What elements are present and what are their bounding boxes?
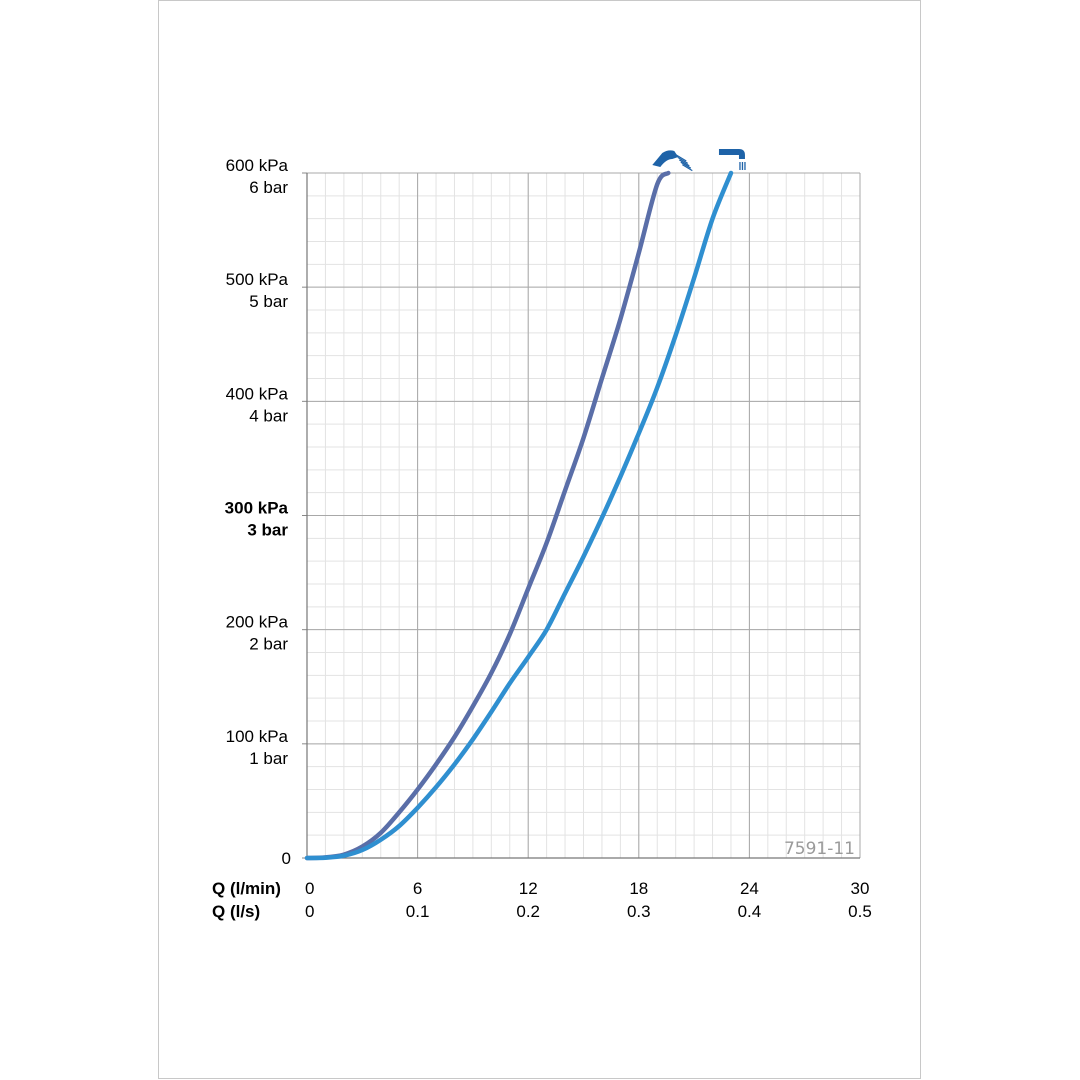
x-tick-label-lps: 0.5 [848, 902, 872, 921]
y-tick-label-kpa: 0 [282, 849, 291, 868]
y-tick-label-bar: 4 bar [249, 406, 288, 425]
x-tick-label-lps: 0.2 [516, 902, 540, 921]
series-line-tub [304, 170, 734, 861]
x-axis-title-lpm: Q (l/min) [212, 879, 281, 898]
major-grid [307, 172, 861, 858]
series-lines [304, 170, 734, 861]
x-tick-label-lps: 0.1 [406, 902, 430, 921]
axes [302, 172, 860, 859]
x-tick-label-lpm: 0 [305, 879, 314, 898]
y-tick-label-kpa: 600 kPa [226, 156, 289, 175]
x-tick-label-lpm: 18 [629, 879, 648, 898]
x-tick-label-lpm: 24 [740, 879, 759, 898]
x-tick-label-lpm: 30 [851, 879, 870, 898]
x-tick-label-lps: 0.4 [738, 902, 762, 921]
y-tick-label-kpa: 300 kPa [225, 499, 289, 518]
y-tick-label-bar: 5 bar [249, 292, 288, 311]
y-tick-label-bar: 6 bar [249, 178, 288, 197]
y-tick-label-kpa: 400 kPa [226, 384, 289, 403]
series-icons [652, 149, 746, 172]
y-tick-label-bar: 1 bar [249, 749, 288, 768]
y-tick-label-bar: 2 bar [249, 635, 288, 654]
y-tick-label-kpa: 200 kPa [226, 613, 289, 632]
x-tick-label-lps: 0.3 [627, 902, 651, 921]
figure-code: 7591-11 [784, 839, 855, 859]
y-tick-label-kpa: 100 kPa [226, 727, 289, 746]
x-tick-label-lpm: 6 [413, 879, 422, 898]
x-tick-label-lps: 0 [305, 902, 314, 921]
series-line-shower [304, 170, 671, 861]
y-tick-label-bar: 3 bar [247, 521, 288, 540]
axis-labels: 0 100 kPa 1 bar 200 kPa 2 bar 300 kPa 3 bar 400… [212, 156, 872, 921]
shower-head-icon [652, 150, 693, 172]
x-axis-title-lps: Q (l/s) [212, 902, 260, 921]
page-sheet [158, 0, 921, 1079]
tub-spout-icon [718, 149, 746, 170]
y-tick-label-kpa: 500 kPa [226, 270, 289, 289]
x-tick-label-lpm: 12 [519, 879, 538, 898]
